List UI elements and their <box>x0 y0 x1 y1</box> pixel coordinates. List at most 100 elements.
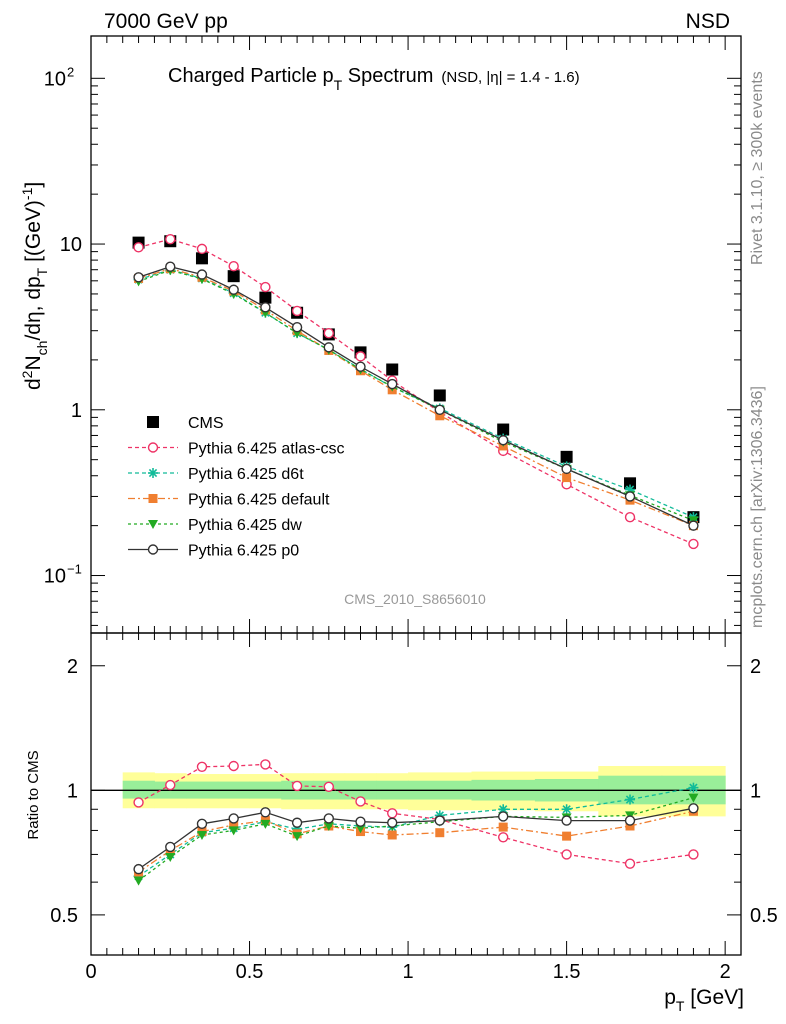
ratio-point-0-4 <box>260 759 271 770</box>
main-series-line-1 <box>138 238 694 545</box>
ratio-point-2-11 <box>562 831 572 841</box>
main-panel <box>132 233 700 550</box>
ratio-point-4-8 <box>387 817 398 828</box>
main-y-tick-label-0: 10 <box>44 566 66 588</box>
main-point-5-2 <box>196 269 208 280</box>
legend-entry-4: Pythia 6.425 dw <box>128 517 302 534</box>
main-point-5-8 <box>387 378 398 390</box>
ratio-point-3-1 <box>165 853 176 863</box>
header-left: 7000 GeV pp <box>104 10 228 33</box>
legend-marker-5 <box>147 544 159 555</box>
legend-label-3: Pythia 6.425 default <box>188 492 330 509</box>
ratio-point-0-5 <box>291 780 303 792</box>
ratio-point-1-12 <box>625 794 636 805</box>
ratio-point-4-0 <box>133 863 144 875</box>
ratio-point-1-11 <box>561 804 572 815</box>
ratio-point-0-11 <box>561 849 572 860</box>
ratio-point-0-12 <box>624 858 636 869</box>
ratio-y-tick-label-right-0: 0.5 <box>750 905 778 927</box>
legend-marker-1 <box>147 442 159 453</box>
main-y-tick-label-3: 10 <box>44 68 66 90</box>
ratio-point-0-7 <box>355 796 366 807</box>
ratio-point-4-10 <box>497 811 509 822</box>
ratio-point-4-3 <box>228 813 239 824</box>
main-y-tick-label-2: 10 <box>60 234 82 256</box>
main-point-1-0 <box>133 242 144 253</box>
main-point-5-12 <box>624 491 636 502</box>
ratio-point-0-8 <box>387 808 398 819</box>
legend-label-0: CMS <box>188 415 224 432</box>
ratio-point-4-13 <box>688 803 699 814</box>
main-point-1-5 <box>291 305 303 317</box>
legend-marker-3 <box>148 494 158 503</box>
stat-band-0 <box>122 780 155 799</box>
x-tick-label-1: 0.5 <box>236 961 264 983</box>
legend-entry-2: Pythia 6.425 d6t <box>128 466 304 483</box>
ratio-point-4-9 <box>434 815 445 826</box>
ratio-point-0-1 <box>165 779 176 791</box>
ratio-point-3-6 <box>323 821 334 831</box>
main-point-0-8 <box>386 363 399 376</box>
ratio-point-3-3 <box>228 826 239 836</box>
ratio-point-0-10 <box>497 832 509 843</box>
legend-entry-5: Pythia 6.425 p0 <box>128 543 299 560</box>
main-point-5-9 <box>434 404 445 415</box>
main-point-1-6 <box>323 327 335 339</box>
legend-entry-3: Pythia 6.425 default <box>128 492 330 509</box>
main-y-tick-exp-3: 2 <box>67 64 74 79</box>
ratio-point-0-6 <box>323 781 335 792</box>
legend-entry-1: Pythia 6.425 atlas-csc <box>128 441 345 458</box>
main-point-5-13 <box>688 520 699 531</box>
main-point-1-12 <box>624 511 636 523</box>
main-series-line-5 <box>138 266 694 527</box>
ratio-point-0-3 <box>228 760 239 772</box>
main-point-5-3 <box>228 284 239 295</box>
chart-title: Charged Particle pT Spectrum (NSD, |η| = … <box>168 65 580 93</box>
legend-marker-0 <box>147 416 159 428</box>
ratio-series-line-2 <box>138 810 694 873</box>
main-point-0-10 <box>497 423 510 436</box>
main-series-line-3 <box>138 268 694 527</box>
main-point-0-3 <box>227 270 240 283</box>
ratio-frame <box>90 632 742 956</box>
ratio-point-0-2 <box>196 761 208 772</box>
ratio-point-1-13 <box>688 782 699 793</box>
main-point-5-11 <box>561 463 572 475</box>
ratio-y-axis-label: Ratio to CMS <box>25 750 42 839</box>
main-point-3-9 <box>435 411 445 421</box>
main-point-5-6 <box>323 342 335 353</box>
ratio-point-3-4 <box>260 819 271 829</box>
main-point-5-5 <box>291 321 303 333</box>
ratio-y-tick-label-left-0: 0.5 <box>50 905 78 927</box>
x-tick-label-2: 1 <box>403 961 414 983</box>
ratio-point-2-3 <box>229 820 239 830</box>
main-point-5-10 <box>497 435 509 446</box>
x-tick-label-3: 1.5 <box>553 961 581 983</box>
main-point-3-11 <box>562 473 572 483</box>
main-point-5-1 <box>165 261 176 272</box>
ratio-y-tick-label-right-1: 1 <box>750 780 761 802</box>
main-point-1-3 <box>228 261 239 272</box>
main-y-tick-exp-0: −1 <box>67 562 82 577</box>
ratio-point-2-8 <box>387 830 397 840</box>
rivet-version-label: Rivet 3.1.10, ≥ 300k events <box>749 71 766 265</box>
main-point-1-1 <box>165 233 176 245</box>
ratio-point-4-12 <box>624 815 636 826</box>
main-point-0-9 <box>433 389 446 402</box>
y-axis-label: d2Nch/dη, dpT [(GeV)-1] <box>19 182 50 390</box>
ratio-point-4-4 <box>260 807 271 818</box>
ratio-point-0-13 <box>688 849 699 860</box>
legend-marker-4 <box>148 520 158 529</box>
main-point-5-7 <box>355 361 366 372</box>
main-point-0-11 <box>560 450 573 463</box>
ratio-point-4-1 <box>165 841 176 853</box>
main-series-5 <box>133 261 699 531</box>
ratio-point-2-9 <box>435 828 445 838</box>
ratio-series-4 <box>133 803 699 875</box>
ratio-point-4-11 <box>561 815 572 826</box>
ratio-y-tick-label-left-1: 1 <box>67 780 78 802</box>
ratio-point-0-0 <box>133 797 144 808</box>
main-point-1-7 <box>355 351 366 362</box>
